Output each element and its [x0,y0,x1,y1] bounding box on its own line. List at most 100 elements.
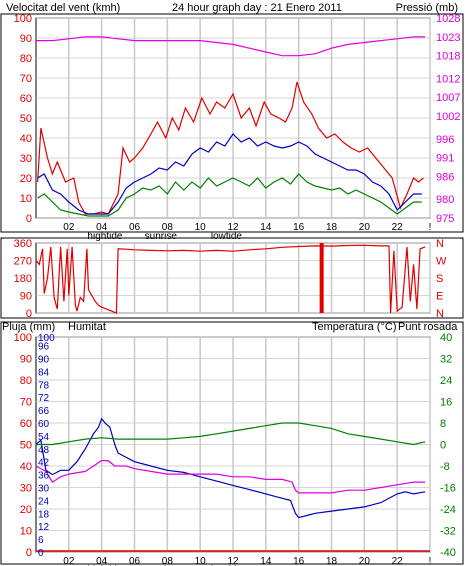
pressure-axis-label: Pressió (mb) [396,2,458,14]
hour-tick-label: 06 [129,556,141,566]
chart-panel-frame-2 [0,321,464,565]
pressure-tick-label: 1028 [436,13,460,25]
hour-tick-label: 12 [227,222,239,233]
hour-tick-label: 14 [260,556,272,566]
humidity-tick-label: 20 [20,504,32,516]
pressure-tick-label: 1023 [436,32,460,44]
series-pressure [36,36,426,57]
humidity-tick-label: 40 [20,461,32,473]
humidity-tick-label: 60 [20,418,32,430]
wind-speed-tick-label: 90 [20,33,32,45]
hour-tick-label: 20 [359,556,371,566]
humidity-tick-label: 90 [20,354,32,366]
temperature-tick-label: 8 [440,418,446,430]
hour-tick-label: 22 [392,556,404,566]
rain-tick-label: 90 [38,355,50,366]
pressure-tick-label: 975 [436,213,454,225]
wind-speed-tick-label: 0 [26,213,32,225]
series-min [37,173,422,217]
event-label: lowtide [211,231,243,242]
dewpoint-axis-label: Punt rosada [398,321,458,333]
rain-tick-label: 54 [38,432,50,443]
direction-tick-label: 90 [20,291,32,303]
event-label: sunrise [145,231,178,242]
series-average [37,133,422,215]
humidity-tick-label: 50 [20,440,32,452]
humidity-tick-label: 10 [20,526,32,538]
grid-lines [36,17,431,553]
series-humidity [35,417,426,519]
chart-title: 24 hour graph day : 21 Enero 2011 [172,2,342,14]
hour-tick-label: 14 [260,222,272,233]
compass-tick-label: N [436,238,444,250]
hour-tick-label: 08 [162,556,174,566]
hour-tick-label: 18 [326,556,338,566]
wind-speed-tick-label: 10 [20,193,32,205]
humidity-tick-label: 0 [26,547,32,559]
rain-tick-label: 48 [38,445,50,456]
temperature-tick-label: -32 [440,526,456,538]
humidity-tick-label: 70 [20,397,32,409]
pressure-tick-label: 986 [436,171,454,183]
temperature-tick-label: 32 [440,354,452,366]
series-direction [35,244,426,314]
rain-tick-label: 60 [38,419,50,430]
compass-tick-label: E [436,291,443,303]
compass-tick-label: N [436,308,444,320]
chart-panel-frame-0 [0,13,464,233]
rain-tick-label: 72 [38,393,50,404]
wind-speed-tick-label: 60 [20,93,32,105]
rain-tick-label: 78 [38,380,50,391]
rain-tick-label: 12 [38,522,50,533]
rain-tick-label: 18 [38,509,50,520]
pressure-tick-label: 980 [436,194,454,206]
humidity-tick-label: 80 [20,375,32,387]
humidity-tick-label: 30 [20,483,32,495]
series-temperature [36,422,426,446]
rain-tick-label: 84 [38,367,50,378]
rain-axis-label: Pluja (mm) [2,321,55,333]
wind-speed-axis-label: Velocitat del vent (kmh) [6,2,120,14]
rain-tick-label: 30 [38,484,50,495]
rain-tick-label: 66 [38,406,50,417]
wind-speed-tick-label: 70 [20,73,32,85]
pressure-tick-label: 996 [436,134,454,146]
chart-panel-frame-1 [0,237,464,319]
wind-speed-tick-label: 100 [14,13,32,25]
rain-tick-label: 100 [38,333,55,344]
rain-tick-label: 24 [38,496,50,507]
pressure-tick-label: 1018 [436,51,460,63]
rain-tick-label: 42 [38,458,50,469]
hour-tick-label: 02 [63,556,75,566]
hour-tick-label: 22 [392,222,404,233]
temperature-tick-label: -16 [440,483,456,495]
temperature-axis-label: Temperatura (°C) [312,321,396,333]
hour-tick-label: ! [429,556,432,566]
compass-tick-label: S [436,273,443,285]
temperature-tick-label: 40 [440,332,452,344]
rain-tick-label: 36 [38,471,50,482]
hour-tick-label: ! [429,222,432,233]
temperature-tick-label: 24 [440,375,452,387]
temperature-tick-label: 16 [440,397,452,409]
hour-tick-label: 06 [129,222,141,233]
compass-tick-label: W [436,256,447,268]
wind-speed-tick-label: 20 [20,173,32,185]
temperature-tick-label: -40 [440,547,456,559]
hour-tick-label: 20 [359,222,371,233]
direction-tick-label: 0 [26,308,32,320]
humidity-axis-label: Humitat [68,321,106,333]
direction-tick-label: 360 [14,238,32,250]
hour-tick-label: 02 [63,222,75,233]
direction-bar [319,243,324,313]
rain-tick-label: 0 [38,548,44,559]
hour-tick-label: 10 [195,556,207,566]
axis-labels: 0102030405060708090100975980986991996100… [14,13,461,566]
rain-tick-label: 6 [38,535,44,546]
hour-tick-label: 16 [293,222,305,233]
hour-tick-label: 04 [96,556,108,566]
direction-tick-label: 180 [14,273,32,285]
direction-tick-label: 270 [14,256,32,268]
pressure-tick-label: 1007 [436,92,460,104]
